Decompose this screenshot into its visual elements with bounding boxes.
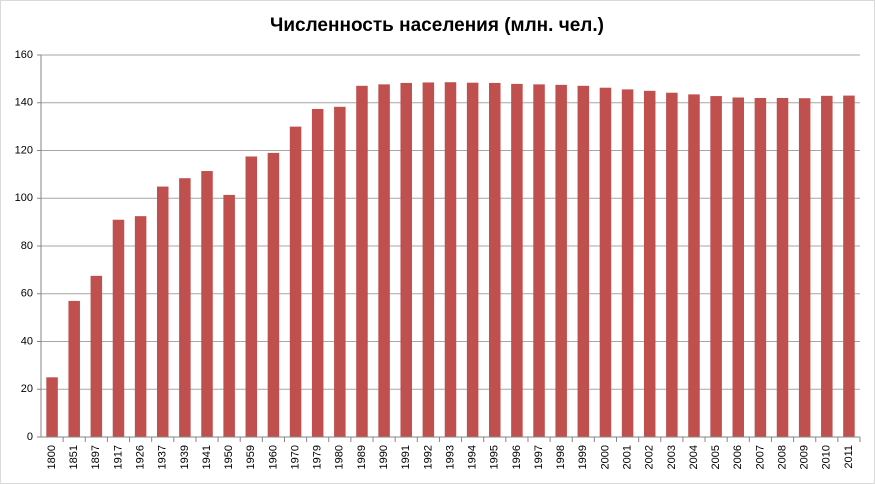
bar xyxy=(776,97,789,437)
y-tick-label: 20 xyxy=(21,383,33,395)
bar xyxy=(245,156,258,437)
x-tick-label: 2002 xyxy=(644,445,656,469)
x-tick-label: 1980 xyxy=(334,445,346,469)
bar xyxy=(821,95,833,438)
bar xyxy=(156,186,169,437)
y-tick-label: 80 xyxy=(21,240,33,252)
x-tick-label: 1998 xyxy=(555,445,567,469)
bar xyxy=(666,92,678,437)
bar xyxy=(555,84,567,437)
bar xyxy=(334,106,346,437)
bar xyxy=(444,82,457,437)
bar xyxy=(356,85,368,437)
x-tick-label: 2010 xyxy=(821,445,833,469)
bar xyxy=(621,89,634,437)
bar xyxy=(400,82,412,437)
x-tick-label: 1979 xyxy=(312,445,324,469)
bar xyxy=(68,300,80,437)
x-tick-label: 1800 xyxy=(46,445,58,469)
bar xyxy=(599,87,612,438)
bar xyxy=(511,83,523,438)
bar xyxy=(289,126,302,437)
x-tick-label: 1997 xyxy=(533,445,545,469)
x-tick-label: 1917 xyxy=(112,445,124,469)
x-tick-label: 2000 xyxy=(599,445,611,469)
y-tick-label: 160 xyxy=(15,49,33,61)
y-tick-label: 100 xyxy=(15,192,33,204)
x-tick-label: 2011 xyxy=(843,445,855,469)
x-tick-label: 1995 xyxy=(489,445,501,469)
chart-title: Численность населения (млн. чел.) xyxy=(270,15,604,36)
x-tick-label: 1993 xyxy=(444,445,456,469)
bar xyxy=(577,85,590,437)
y-tick-label: 60 xyxy=(21,288,33,300)
bar xyxy=(466,82,479,437)
y-tick-label: 120 xyxy=(15,144,33,156)
x-tick-label: 1990 xyxy=(378,445,390,469)
x-tick-label: 2006 xyxy=(732,445,744,469)
bar xyxy=(489,82,501,437)
x-tick-label: 1941 xyxy=(201,445,213,469)
x-tick-label: 1950 xyxy=(223,445,235,469)
x-tick-label: 1994 xyxy=(467,445,479,469)
bar xyxy=(798,98,811,438)
y-tick-label: 40 xyxy=(21,335,33,347)
x-tick-label: 2007 xyxy=(754,445,766,469)
bar xyxy=(843,95,855,438)
x-tick-label: 1996 xyxy=(511,445,523,469)
bar xyxy=(201,171,213,437)
x-tick-label: 2009 xyxy=(799,445,811,469)
bar xyxy=(90,275,103,437)
y-tick-label: 0 xyxy=(27,431,33,443)
x-tick-label: 1897 xyxy=(90,445,102,469)
x-tick-label: 2001 xyxy=(621,445,633,469)
bar xyxy=(732,97,745,437)
x-tick-label: 2005 xyxy=(710,445,722,469)
x-tick-label: 2008 xyxy=(776,445,788,469)
x-tick-label: 1992 xyxy=(422,445,434,469)
x-tick-label: 1939 xyxy=(179,445,191,469)
x-tick-label: 1960 xyxy=(267,445,279,469)
bar xyxy=(267,152,280,437)
x-tick-label: 1937 xyxy=(157,445,169,469)
bar xyxy=(710,96,722,437)
x-tick-label: 1926 xyxy=(135,445,147,469)
bar xyxy=(422,82,435,438)
bar xyxy=(134,216,147,437)
x-tick-label: 1999 xyxy=(577,445,589,469)
bar xyxy=(46,377,58,437)
bar xyxy=(311,108,324,438)
bar xyxy=(643,90,656,437)
bar xyxy=(688,94,700,438)
x-tick-label: 1989 xyxy=(356,445,368,469)
bar xyxy=(533,84,545,438)
bar xyxy=(223,194,235,437)
x-tick-label: 1991 xyxy=(400,445,412,469)
bar xyxy=(378,84,390,438)
x-tick-label: 1959 xyxy=(245,445,257,469)
bar xyxy=(179,178,191,437)
x-tick-label: 1970 xyxy=(289,445,301,469)
x-tick-label: 2003 xyxy=(666,445,678,469)
x-tick-label: 2004 xyxy=(688,445,700,469)
x-tick-label: 1851 xyxy=(68,445,80,469)
bar xyxy=(754,97,767,437)
bar xyxy=(112,219,125,437)
y-tick-label: 140 xyxy=(15,97,33,109)
